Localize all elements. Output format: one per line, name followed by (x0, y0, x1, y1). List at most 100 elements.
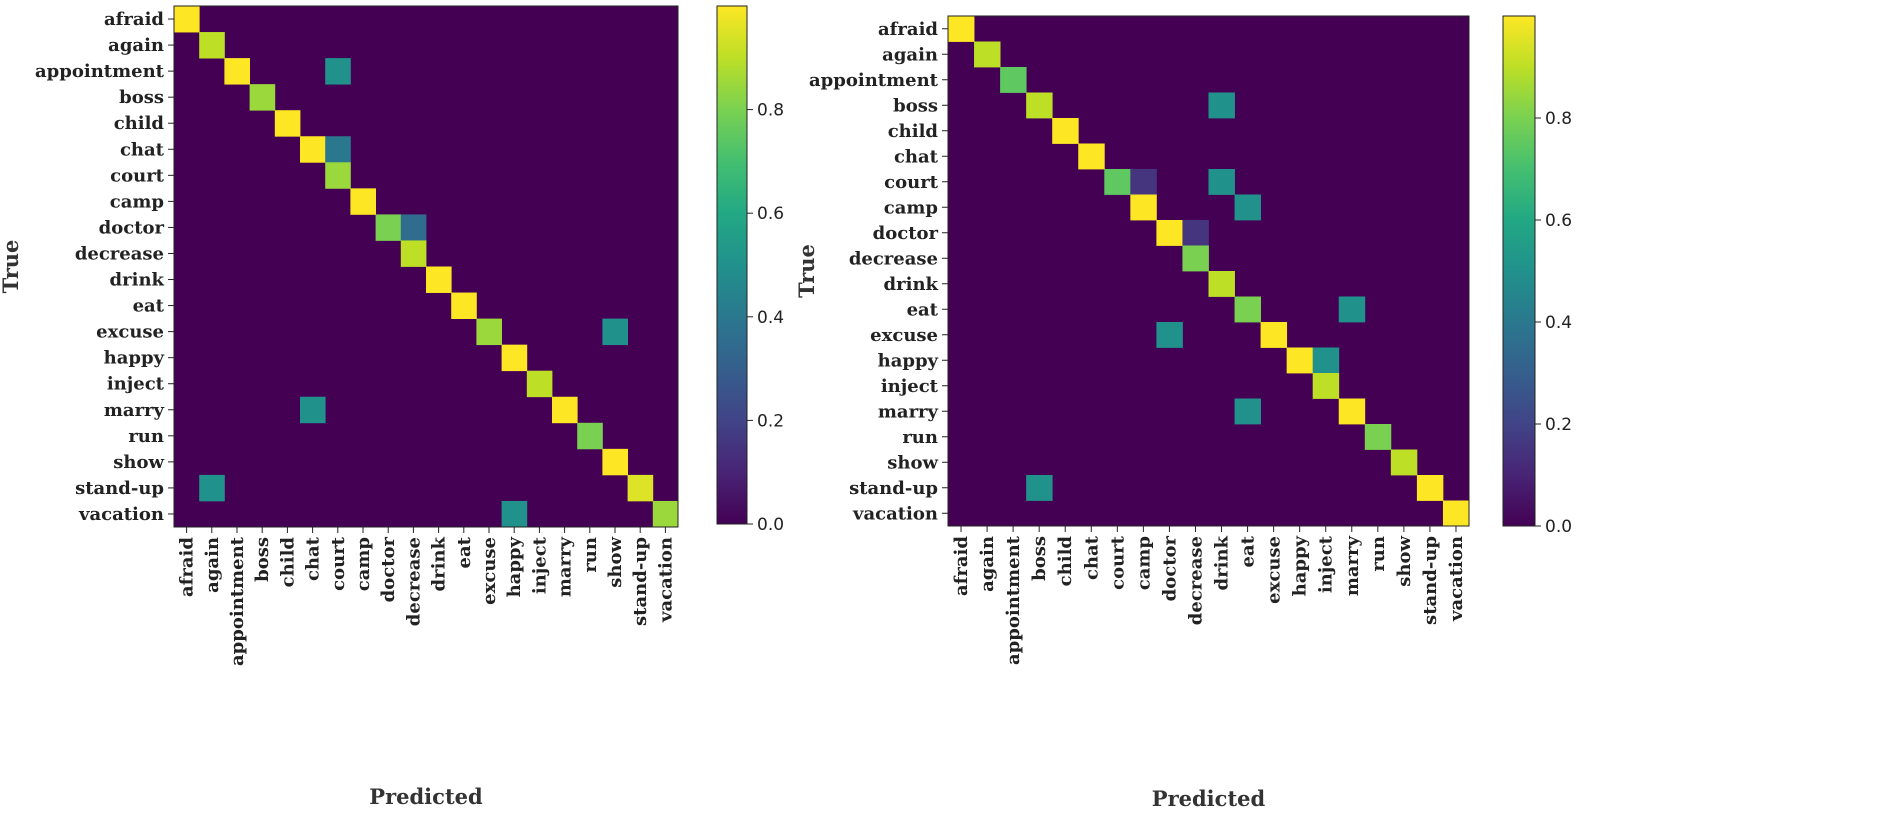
heatmap-cell-happy-happy (501, 344, 528, 372)
y-tick-label-again: again (882, 44, 938, 65)
colorbar-gradient (1502, 15, 1536, 527)
heatmap-frame (173, 5, 679, 528)
x-tick-label-stand-up: stand-up (630, 537, 651, 626)
x-tick-label-appointment: appointment (1003, 535, 1024, 665)
heatmap-cell-chat-court (325, 136, 351, 163)
heatmap-cell-camp-eat (1234, 194, 1261, 221)
colorbar-tick-label: 0.2 (757, 411, 784, 431)
heatmap-cell-child-child (274, 110, 301, 137)
x-tick-label-excuse: excuse (1264, 536, 1285, 604)
y-tick-label-camp: camp (110, 191, 164, 212)
x-tick-label-show: show (1394, 536, 1415, 587)
x-tick-label-drink: drink (1212, 535, 1233, 590)
heatmap-frame (947, 15, 1470, 527)
x-tick-label-marry: marry (1342, 535, 1363, 596)
y-tick-label-excuse: excuse (96, 322, 164, 343)
heatmap-cell-run-run (577, 422, 603, 450)
y-tick-label-drink: drink (110, 270, 165, 291)
x-axis-label: Predicted (1152, 786, 1266, 811)
heatmap-cell-doctor-doctor (1156, 220, 1183, 246)
x-tick-label-court: court (328, 536, 349, 591)
x-tick-label-chat: chat (1081, 535, 1102, 580)
y-tick-label-decrease: decrease (75, 243, 164, 264)
x-tick-label-eat: eat (454, 536, 475, 568)
y-tick-label-stand-up: stand-up (849, 478, 938, 499)
x-tick-label-appointment: appointment (227, 536, 248, 666)
heatmap-cell-afraid-afraid (948, 16, 975, 42)
heatmap-cell-court-court (1104, 169, 1131, 195)
y-tick-label-vacation: vacation (78, 504, 164, 525)
heatmap-cell-vacation-vacation (1442, 500, 1470, 527)
heatmap-cell-camp-camp (350, 188, 376, 215)
heatmap-cell-child-child (1052, 118, 1079, 144)
heatmap-cell-stand-up-stand-up (627, 474, 654, 502)
x-tick-label-afraid: afraid (177, 537, 198, 597)
y-tick-label-drink: drink (884, 274, 939, 295)
heatmap-cell-stand-up-stand-up (1416, 475, 1444, 501)
x-tick-label-court: court (1107, 535, 1128, 590)
colorbar-tick-label: 0.4 (1545, 313, 1572, 333)
y-tick-label-decrease: decrease (849, 248, 938, 269)
y-tick-label-vacation: vacation (852, 503, 938, 524)
heatmap-cell-boss-boss (249, 84, 276, 111)
heatmap-cell-afraid-afraid (174, 6, 200, 33)
y-tick-label-appointment: appointment (35, 61, 165, 82)
x-tick-label-decrease: decrease (403, 537, 424, 626)
heatmap-cell-decrease-decrease (1182, 245, 1209, 272)
heatmap-cell-doctor-decrease (1182, 220, 1209, 246)
heatmap-cell-excuse-excuse (476, 318, 502, 346)
heatmap-cell-vacation-vacation (652, 500, 679, 528)
x-tick-label-excuse: excuse (479, 537, 500, 605)
confusion-matrix-2: afraidagainappointmentbosschildchatcourt… (794, 15, 1572, 811)
y-tick-label-chat: chat (120, 139, 165, 160)
heatmap-cell-happy-happy (1286, 347, 1314, 374)
x-tick-label-boss: boss (252, 537, 273, 582)
y-tick-label-court: court (884, 172, 939, 193)
y-tick-label-excuse: excuse (870, 325, 938, 346)
heatmap-cell-chat-chat (1078, 143, 1105, 170)
heatmap-cell-excuse-doctor (1156, 322, 1183, 348)
heatmap-cell-again-again (974, 41, 1001, 68)
colorbar: 0.0 0.2 0.4 0.6 0.8 (716, 5, 784, 535)
colorbar-gradient (716, 5, 748, 525)
heatmap-cell-vacation-happy (501, 500, 528, 528)
x-tick-label-run: run (1368, 536, 1389, 572)
colorbar-tick-label: 0.2 (1545, 415, 1572, 435)
x-tick-label-again: again (977, 536, 998, 592)
x-tick-label-vacation: vacation (1446, 536, 1467, 622)
heatmap-cell-court-drink (1208, 169, 1235, 195)
y-tick-label-camp: camp (884, 197, 938, 218)
heatmap-cell-court-court (325, 162, 351, 189)
y-axis-label: True (794, 244, 819, 298)
heatmap-cell-eat-eat (1234, 296, 1261, 323)
y-tick-label-marry: marry (878, 401, 939, 422)
y-tick-label-doctor: doctor (99, 217, 165, 238)
y-tick-label-doctor: doctor (873, 223, 939, 244)
y-tick-label-run: run (128, 426, 164, 447)
colorbar-tick-label: 0.6 (1545, 211, 1572, 231)
x-tick-label-child: child (1055, 536, 1076, 587)
x-tick-label-stand-up: stand-up (1420, 536, 1441, 625)
x-tick-label-child: child (277, 537, 298, 588)
y-tick-label-child: child (888, 121, 939, 142)
heatmap-cell-excuse-show (602, 318, 628, 346)
heatmap-cell-camp-camp (1130, 194, 1157, 221)
y-tick-label-inject: inject (107, 374, 165, 395)
heatmap-cell-stand-up-boss (1026, 475, 1053, 501)
colorbar-tick-label: 0.0 (1545, 517, 1572, 537)
y-tick-label-appointment: appointment (809, 70, 939, 91)
y-tick-label-stand-up: stand-up (75, 478, 164, 499)
y-tick-label-happy: happy (878, 350, 939, 371)
x-tick-label-inject: inject (1316, 535, 1337, 593)
heatmap-cell-show-show (602, 448, 628, 476)
heatmap-cell-drink-drink (426, 266, 452, 293)
y-tick-label-child: child (114, 113, 165, 134)
heatmap-cell-doctor-decrease (400, 214, 427, 241)
heatmap-cell-eat-marry (1338, 296, 1366, 323)
y-tick-label-run: run (902, 427, 938, 448)
x-tick-label-vacation: vacation (655, 537, 676, 623)
y-tick-label-boss: boss (119, 87, 164, 108)
heatmap-cell-inject-inject (1312, 373, 1340, 399)
x-tick-label-chat: chat (303, 536, 324, 581)
heatmap-cell-marry-marry (1338, 398, 1366, 425)
